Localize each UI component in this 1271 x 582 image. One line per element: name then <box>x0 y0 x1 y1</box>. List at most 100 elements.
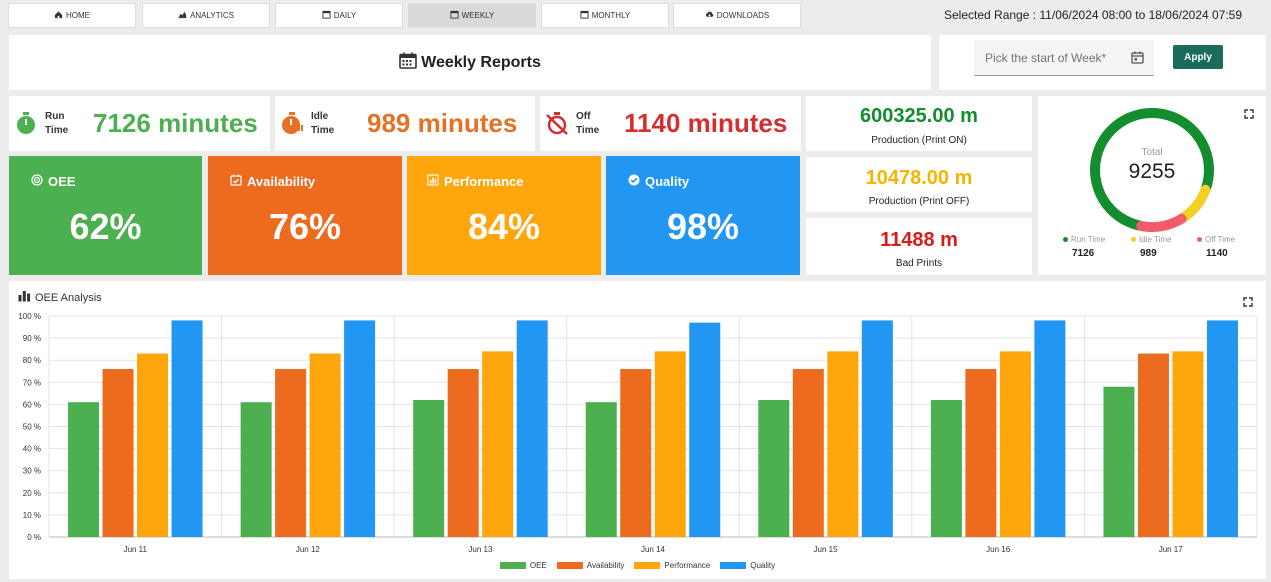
bar-oee-jun-12[interactable] <box>240 402 272 537</box>
idle-time-value: 989 minutes <box>367 108 518 138</box>
nav-weekly[interactable]: WEEKLY <box>408 3 536 28</box>
x-tick-label: Jun 11 <box>124 545 148 554</box>
calendar-picker-icon[interactable] <box>1131 51 1144 67</box>
bar-performance-jun-11[interactable] <box>137 353 169 537</box>
legend-oee[interactable]: OEE <box>499 561 547 570</box>
calendar-check-icon <box>230 174 242 189</box>
legend-run-time[interactable]: Run Time <box>1063 235 1105 244</box>
nav-label: HOME <box>66 11 90 20</box>
x-tick-label: Jun 17 <box>1159 545 1184 554</box>
nav-monthly[interactable]: MONTHLY <box>541 3 669 28</box>
bar-quality-jun-17[interactable] <box>1206 320 1238 537</box>
nav-home[interactable]: HOME <box>8 3 136 28</box>
run-time-value: 7126 minutes <box>93 108 258 138</box>
production-print-off-card: 10478.00 m Production (Print OFF) <box>806 157 1032 212</box>
legend-availability[interactable]: Availability <box>556 561 625 570</box>
nav-daily[interactable]: DAILY <box>275 3 403 28</box>
nav-downloads[interactable]: DOWNLOADS <box>673 3 801 28</box>
bar-oee-jun-15[interactable] <box>758 399 790 537</box>
bar-availability-jun-12[interactable] <box>275 369 307 537</box>
production-print-on-label: Production (Print ON) <box>871 135 967 146</box>
bar-quality-jun-11[interactable] <box>171 320 203 537</box>
availability-tile: Availability 76% <box>208 156 402 275</box>
week-start-input[interactable] <box>985 50 1125 65</box>
legend-swatch <box>634 562 661 569</box>
x-tick-label: Jun 13 <box>468 545 493 554</box>
bar-availability-jun-17[interactable] <box>1137 353 1169 537</box>
bar-performance-jun-12[interactable] <box>309 353 341 537</box>
bad-prints-value: 11488 m <box>880 229 958 251</box>
x-tick-label: Jun 12 <box>296 545 321 554</box>
bar-availability-jun-14[interactable] <box>620 369 652 537</box>
bar-oee-jun-11[interactable] <box>68 402 100 537</box>
y-tick-label: 50 % <box>23 423 41 432</box>
y-tick-label: 100 % <box>18 312 41 321</box>
time-donut-chart <box>1090 108 1214 232</box>
legend-idle-time[interactable]: Idle Time <box>1131 235 1171 244</box>
bar-availability-jun-15[interactable] <box>792 369 824 537</box>
donut-segment-idle-time[interactable] <box>1178 184 1211 223</box>
nav-label: DAILY <box>333 11 357 20</box>
y-tick-label: 60 % <box>23 400 41 409</box>
production-print-on-value: 600325.00 m <box>860 105 978 127</box>
bar-quality-jun-14[interactable] <box>689 322 721 537</box>
run-time-label: Run <box>45 111 65 122</box>
production-print-on-card: 600325.00 m Production (Print ON) <box>806 96 1032 151</box>
production-print-off-value: 10478.00 m <box>865 167 973 189</box>
bar-performance-jun-15[interactable] <box>827 351 859 537</box>
legend-quality[interactable]: Quality <box>720 561 775 570</box>
bar-performance-jun-17[interactable] <box>1172 351 1204 537</box>
y-tick-label: 20 % <box>23 489 41 498</box>
legend-performance[interactable]: Performance <box>634 561 710 570</box>
quality-label: Quality <box>645 174 690 189</box>
legend-label: Performance <box>664 561 711 570</box>
bar-oee-jun-14[interactable] <box>585 402 617 537</box>
chart-title: OEE Analysis <box>35 291 102 304</box>
y-tick-label: 30 % <box>23 467 41 476</box>
donut-segment-off-time[interactable] <box>1136 213 1187 232</box>
nav-analytics[interactable]: ANALYTICS <box>142 3 270 28</box>
donut-segment-run-time[interactable] <box>1090 108 1214 231</box>
page-header: Weekly Reports <box>9 35 931 90</box>
nav-label: MONTHLY <box>591 11 631 20</box>
legend-swatch <box>556 562 583 569</box>
legend-swatch <box>499 562 526 569</box>
stopwatch-icon <box>14 111 38 135</box>
bar-quality-jun-16[interactable] <box>1034 320 1066 537</box>
calendar-icon <box>399 52 417 74</box>
bar-availability-jun-13[interactable] <box>447 369 479 537</box>
y-tick-label: 40 % <box>23 445 41 454</box>
nav-label: DOWNLOADS <box>716 11 770 20</box>
availability-label: Availability <box>247 174 316 189</box>
bar-quality-jun-13[interactable] <box>516 320 548 537</box>
legend-label: Availability <box>586 561 625 570</box>
chart-legend: OEE Availability Performance Quality <box>9 561 1266 570</box>
legend-swatch <box>720 562 747 569</box>
legend-label: OEE <box>529 561 547 570</box>
legend-label: Quality <box>750 561 776 570</box>
bar-oee-jun-13[interactable] <box>413 399 445 537</box>
bar-oee-jun-16[interactable] <box>930 399 962 537</box>
performance-value: 84% <box>467 206 541 247</box>
expand-icon[interactable] <box>1244 106 1254 119</box>
x-tick-label: Jun 15 <box>814 545 839 554</box>
quality-value: 98% <box>666 206 740 247</box>
legend-off-time[interactable]: Off Time <box>1197 235 1235 244</box>
week-picker-field[interactable] <box>974 40 1154 76</box>
bar-performance-jun-14[interactable] <box>654 351 686 537</box>
bar-performance-jun-16[interactable] <box>999 351 1031 537</box>
bar-performance-jun-13[interactable] <box>482 351 514 537</box>
expand-chart-icon[interactable] <box>1243 294 1253 307</box>
bar-availability-jun-16[interactable] <box>965 369 997 537</box>
bar-quality-jun-12[interactable] <box>344 320 376 537</box>
bar-quality-jun-15[interactable] <box>861 320 893 537</box>
bar-oee-jun-17[interactable] <box>1103 386 1135 537</box>
y-tick-label: 0 % <box>27 533 41 542</box>
x-tick-label: Jun 16 <box>986 545 1011 554</box>
x-tick-label: Jun 14 <box>641 545 666 554</box>
bad-prints-card: 11488 m Bad Prints <box>806 218 1032 275</box>
stopwatch-off-icon <box>545 111 569 135</box>
bar-availability-jun-11[interactable] <box>102 369 134 537</box>
apply-button[interactable]: Apply <box>1173 45 1223 69</box>
run-time-label-2: Time <box>45 125 69 136</box>
